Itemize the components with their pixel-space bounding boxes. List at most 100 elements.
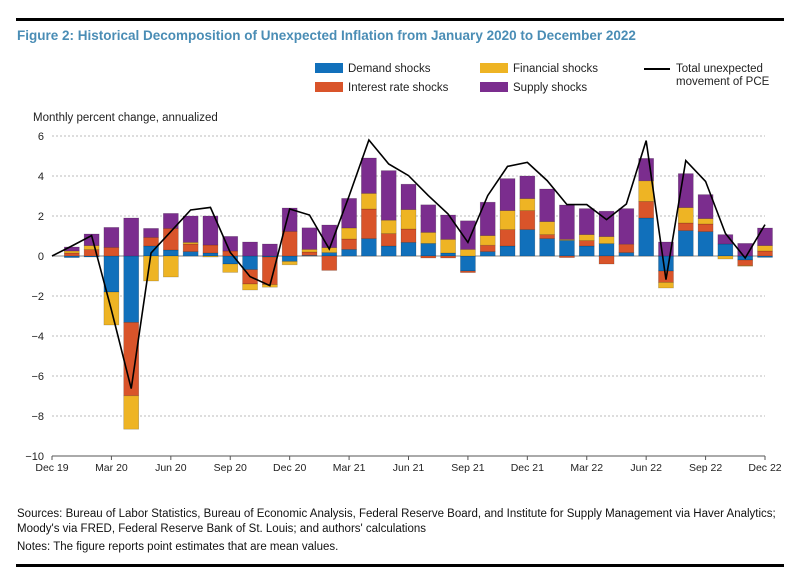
- bar-financial-shocks: [499, 210, 516, 230]
- bar-financial-shocks: [242, 283, 258, 291]
- legend-swatch-demand: [315, 63, 343, 73]
- bar-supply-shocks: [143, 228, 159, 238]
- bar-financial-shocks: [717, 255, 734, 260]
- bar-demand-shocks: [440, 252, 456, 257]
- bar-financial-shocks: [123, 395, 140, 430]
- bar-interest-rate-shocks: [321, 255, 338, 271]
- bar-supply-shocks: [697, 194, 714, 219]
- x-tick-label: Mar 22: [570, 462, 603, 474]
- bar-financial-shocks: [578, 234, 595, 241]
- bar-financial-shocks: [143, 255, 159, 282]
- bar-financial-shocks: [341, 227, 357, 240]
- bar-interest-rate-shocks: [301, 251, 318, 256]
- bar-financial-shocks: [380, 219, 397, 234]
- x-tick-label: Jun 22: [630, 462, 662, 474]
- bar-interest-rate-shocks: [361, 208, 377, 239]
- bar-interest-rate-shocks: [638, 201, 654, 219]
- bar-demand-shocks: [519, 229, 536, 257]
- bar-supply-shocks: [123, 217, 140, 257]
- bar-interest-rate-shocks: [697, 223, 714, 232]
- bar-supply-shocks: [380, 170, 397, 221]
- y-tick-label: −4: [31, 331, 44, 343]
- legend-label-financial: Financial shocks: [513, 63, 598, 75]
- bar-interest-rate-shocks: [618, 243, 635, 253]
- bar-interest-rate-shocks: [380, 233, 397, 247]
- x-tick-label: Dec 22: [748, 462, 781, 474]
- x-tick-label: Mar 20: [95, 462, 128, 474]
- bar-demand-shocks: [578, 245, 595, 257]
- legend-swatch-interest: [315, 82, 343, 92]
- bar-financial-shocks: [598, 236, 615, 244]
- notes: Notes: The figure reports point estimate…: [17, 541, 339, 553]
- bar-demand-shocks: [281, 255, 298, 262]
- bar-supply-shocks: [460, 220, 476, 250]
- bar-financial-shocks: [163, 255, 179, 278]
- line-total-pce: [51, 138, 766, 389]
- bar-demand-shocks: [677, 230, 694, 257]
- legend: Demand shocks Interest rate shocks Finan…: [315, 63, 770, 94]
- legend-label-total-1: Total unexpected: [676, 63, 763, 75]
- x-tick-label: Dec 21: [511, 462, 544, 474]
- y-tick-label: 4: [38, 171, 44, 183]
- legend-swatch-financial: [480, 63, 508, 73]
- bar-supply-shocks: [341, 198, 357, 229]
- y-tick-label: 0: [38, 251, 44, 263]
- bar-supply-shocks: [559, 204, 575, 240]
- bar-interest-rate-shocks: [262, 256, 278, 285]
- bar-demand-shocks: [539, 238, 555, 257]
- y-tick-label: 2: [38, 211, 44, 223]
- sources-note: Sources: Bureau of Labor Statistics, Bur…: [17, 508, 776, 535]
- bar-demand-shocks: [202, 252, 219, 257]
- x-tick-label: Dec 20: [273, 462, 306, 474]
- bar-supply-shocks: [440, 214, 456, 240]
- bar-demand-shocks: [420, 243, 437, 257]
- bar-interest-rate-shocks: [420, 255, 437, 259]
- bar-interest-rate-shocks: [519, 210, 536, 230]
- bar-demand-shocks: [163, 249, 179, 257]
- bar-demand-shocks: [697, 231, 714, 257]
- bar-supply-shocks: [757, 227, 773, 246]
- bar-financial-shocks: [281, 261, 298, 266]
- bar-financial-shocks: [222, 263, 239, 273]
- bar-interest-rate-shocks: [559, 255, 575, 258]
- legend-swatch-supply: [480, 82, 508, 92]
- bar-demand-shocks: [361, 238, 377, 257]
- bar-interest-rate-shocks: [341, 238, 357, 250]
- bar-financial-shocks: [460, 249, 476, 257]
- figure-title: Figure 2: Historical Decomposition of Un…: [17, 28, 636, 43]
- bar-supply-shocks: [103, 227, 120, 248]
- bar-financial-shocks: [420, 232, 437, 244]
- bar-financial-shocks: [757, 245, 773, 252]
- bar-interest-rate-shocks: [578, 240, 595, 247]
- bar-demand-shocks: [103, 255, 120, 293]
- x-tick-label: Sep 21: [451, 462, 484, 474]
- bar-interest-rate-shocks: [737, 259, 753, 266]
- bar-demand-shocks: [559, 240, 575, 257]
- bar-supply-shocks: [182, 215, 199, 243]
- bar-supply-shocks: [618, 208, 635, 245]
- bar-demand-shocks: [499, 245, 516, 257]
- y-tick-label: −10: [25, 451, 44, 463]
- bar-supply-shocks: [479, 201, 496, 236]
- bar-interest-rate-shocks: [182, 243, 199, 252]
- bar-supply-shocks: [301, 227, 318, 250]
- bar-financial-shocks: [519, 198, 536, 211]
- bar-interest-rate-shocks: [677, 222, 694, 231]
- bar-supply-shocks: [202, 215, 219, 246]
- top-rule: [16, 18, 784, 21]
- bar-demand-shocks: [341, 249, 357, 257]
- bar-supply-shocks: [539, 188, 555, 222]
- bar-demand-shocks: [123, 255, 140, 323]
- x-tick-label: Jun 20: [155, 462, 187, 474]
- bar-financial-shocks: [83, 245, 100, 250]
- bar-financial-shocks: [64, 250, 80, 254]
- bar-interest-rate-shocks: [440, 255, 456, 259]
- bar-interest-rate-shocks: [499, 229, 516, 247]
- bar-interest-rate-shocks: [281, 231, 298, 257]
- bottom-rule: [16, 564, 784, 567]
- bar-supply-shocks: [420, 204, 437, 233]
- bar-financial-shocks: [440, 239, 456, 254]
- bar-financial-shocks: [301, 249, 318, 253]
- y-tick-label: −8: [31, 411, 44, 423]
